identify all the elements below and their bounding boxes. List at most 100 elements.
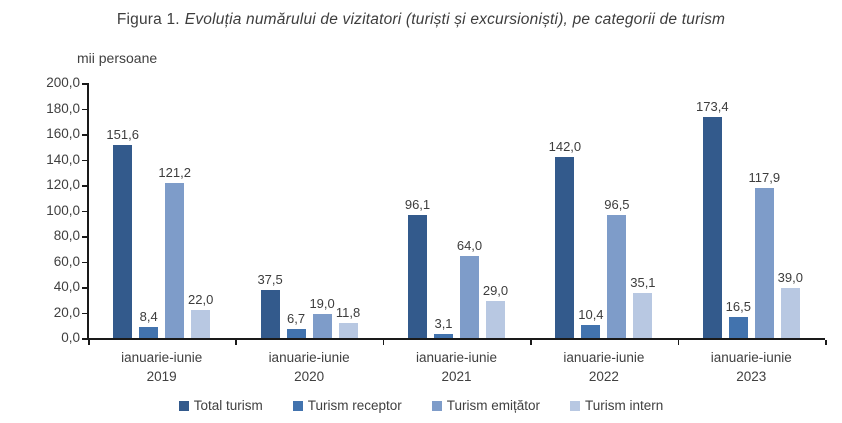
x-tick: [530, 340, 532, 345]
y-tick: [82, 185, 88, 187]
category-label-line2: 2022: [588, 369, 619, 384]
x-tick: [382, 340, 385, 345]
bar-value-label: 19,0: [309, 295, 335, 311]
y-tick: [82, 261, 88, 263]
category-label: ianuarie-iunie 2022: [563, 348, 644, 386]
x-tick: [235, 340, 237, 345]
bar-value-label: 64,0: [456, 238, 483, 254]
category-label-line1: ianuarie-iunie: [121, 350, 203, 365]
bar: [780, 288, 800, 338]
legend-swatch: [292, 400, 303, 411]
bar-value-label: 11,8: [335, 304, 361, 320]
legend-item: Turism emițător: [431, 398, 541, 413]
chart-title: Figura 1. Evoluția numărului de vizitator…: [0, 11, 842, 29]
x-tick: [88, 340, 90, 345]
category-label: ianuarie-iunie 2023: [711, 348, 792, 386]
y-tick-label: 20,0: [53, 304, 80, 320]
category-label-line1: ianuarie-iunie: [563, 350, 645, 365]
bar: [338, 322, 358, 338]
bar: [581, 324, 601, 338]
x-axis-line: [87, 338, 825, 340]
bar-value-label: 121,2: [158, 165, 191, 181]
bar: [754, 187, 774, 338]
y-tick: [82, 236, 88, 238]
legend-label: Turism emițător: [446, 398, 541, 413]
y-tick: [82, 210, 88, 212]
category-label-line1: ianuarie-iunie: [415, 350, 498, 365]
bar-value-label: 39,0: [777, 270, 803, 286]
legend-swatch: [178, 400, 189, 411]
legend-label: Turism receptor: [307, 398, 402, 413]
bar-value-label: 22,0: [188, 291, 214, 307]
legend-item: Turism intern: [570, 398, 663, 413]
bar: [139, 327, 159, 338]
y-tick-label: 140,0: [46, 151, 80, 167]
y-tick-label: 80,0: [53, 228, 80, 243]
bar-value-label: 96,5: [604, 196, 630, 212]
legend-label: Turism intern: [585, 398, 664, 413]
chart-title-prefix: Figura 1.: [116, 11, 180, 28]
y-tick: [82, 287, 88, 289]
bar: [486, 301, 505, 338]
bar: [191, 309, 211, 338]
bar-value-label: 29,0: [482, 283, 509, 299]
bar: [555, 156, 575, 338]
category-label-line2: 2021: [441, 369, 472, 384]
category-label-line1: ianuarie-iunie: [268, 350, 350, 365]
y-tick-label: 160,0: [46, 126, 80, 141]
y-tick: [82, 83, 88, 85]
legend-item: Turism receptor: [292, 398, 402, 413]
legend-swatch: [570, 400, 581, 411]
y-tick: [82, 312, 88, 314]
bar-value-label: 151,6: [106, 126, 139, 142]
x-tick: [677, 340, 680, 345]
category-label: ianuarie-iunie 2019: [121, 348, 202, 386]
y-tick: [82, 108, 88, 110]
bar: [165, 183, 185, 338]
legend-swatch: [431, 400, 442, 411]
bar: [113, 144, 133, 338]
y-axis-line: [87, 83, 89, 340]
y-tick-label: 120,0: [46, 177, 80, 192]
y-tick: [82, 338, 88, 340]
bar: [434, 334, 453, 338]
category-label-line1: ianuarie-iunie: [710, 350, 792, 365]
bar: [702, 116, 722, 338]
y-tick-label: 0,0: [61, 330, 80, 345]
y-tick-label: 180,0: [46, 100, 80, 116]
bar: [260, 290, 280, 338]
y-tick-label: 40,0: [53, 279, 80, 294]
bar-value-label: 10,4: [578, 306, 604, 322]
legend-item: Total turism: [178, 398, 263, 413]
legend: Total turism Turism receptor Turism emițăt…: [0, 398, 842, 413]
category-label-line2: 2019: [146, 369, 177, 384]
bar-value-label: 16,5: [725, 298, 751, 314]
y-tick: [82, 159, 88, 161]
bar-value-label: 173,4: [696, 98, 729, 114]
category-label-line2: 2023: [736, 369, 767, 384]
category-label: ianuarie-iunie 2020: [269, 348, 350, 386]
bar-value-label: 142,0: [548, 138, 582, 154]
category-label-line2: 2020: [294, 369, 325, 384]
bar: [633, 293, 653, 338]
bar-value-label: 35,1: [630, 275, 656, 291]
bar-value-label: 6,7: [287, 311, 306, 327]
y-tick-label: 200,0: [46, 75, 80, 90]
bar-value-label: 3,1: [434, 316, 453, 332]
chart-title-italic: Evoluția numărului de vizitatori (turișt…: [184, 11, 726, 28]
y-tick-label: 100,0: [46, 202, 80, 218]
y-axis-title: mii persoane: [77, 50, 158, 66]
bar: [286, 329, 306, 338]
bar: [728, 316, 748, 338]
bar-value-label: 8,4: [139, 309, 158, 325]
legend-label: Total turism: [193, 398, 263, 413]
y-tick: [82, 134, 88, 136]
bar: [312, 313, 332, 338]
y-tick-label: 60,0: [53, 253, 80, 269]
bar-value-label: 37,5: [257, 272, 283, 288]
bar-value-label: 96,1: [404, 197, 431, 213]
bar: [408, 215, 427, 338]
bar-value-label: 117,9: [748, 169, 781, 185]
bar: [607, 214, 627, 338]
